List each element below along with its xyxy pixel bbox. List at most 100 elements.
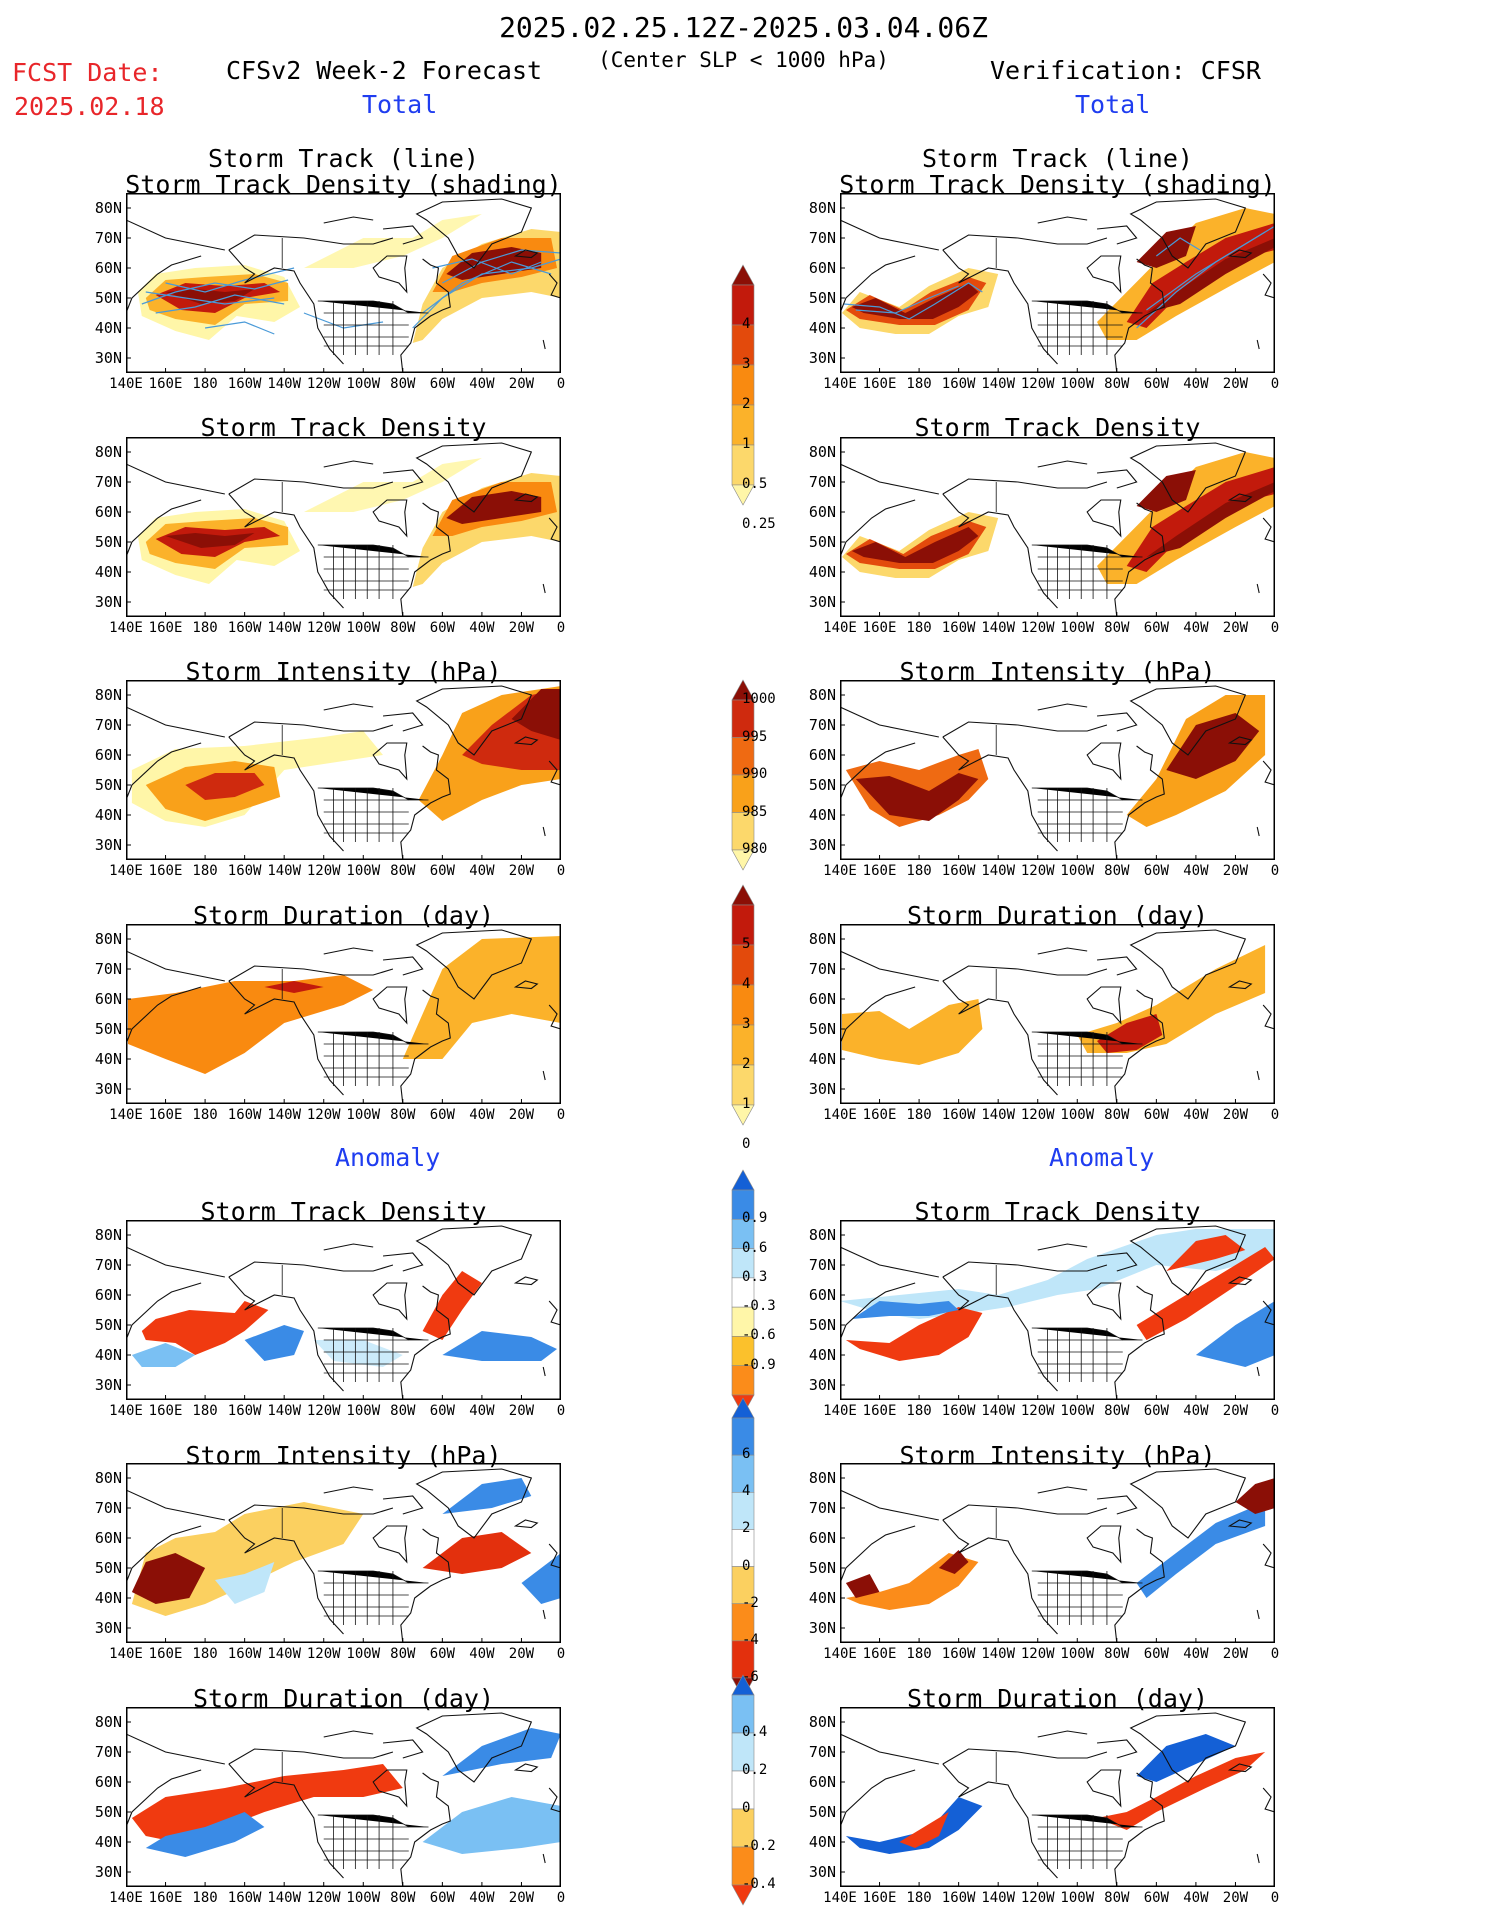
shaded-region bbox=[422, 1797, 561, 1854]
colorbar-label: -0.3 bbox=[742, 1298, 776, 1315]
coastline bbox=[126, 685, 561, 860]
colorbar-triangle bbox=[731, 1674, 755, 1696]
lon-tick-label: 160W bbox=[941, 1646, 976, 1662]
forecast-map bbox=[126, 924, 561, 1104]
lon-tick-label: 40W bbox=[1183, 863, 1209, 879]
shaded-region bbox=[845, 1797, 983, 1854]
lat-tick-label: 30N bbox=[808, 1080, 836, 1098]
shaded-region bbox=[165, 289, 255, 304]
shaded-region bbox=[304, 458, 482, 512]
lon-tick-label: 80W bbox=[390, 1403, 416, 1419]
lon-tick-label: 0 bbox=[556, 1403, 566, 1419]
lat-tick-label: 40N bbox=[94, 563, 122, 581]
verification-map bbox=[840, 1220, 1275, 1400]
lon-tick-label: 40W bbox=[469, 1403, 495, 1419]
shaded-region bbox=[442, 1728, 561, 1776]
lat-tick-label: 30N bbox=[808, 836, 836, 854]
lon-tick-label: 0 bbox=[556, 1890, 566, 1906]
lon-tick-label: 60W bbox=[429, 1890, 455, 1906]
lon-tick-label: 100W bbox=[346, 1403, 381, 1419]
lon-tick-label: 20W bbox=[1222, 863, 1249, 879]
lon-tick-label: 180 bbox=[906, 376, 932, 392]
lat-tick-label: 50N bbox=[808, 1020, 836, 1038]
colorbar-label: 0 bbox=[742, 1136, 751, 1152]
lon-tick-label: 0 bbox=[1270, 1646, 1280, 1662]
lon-tick-label: 40W bbox=[469, 376, 495, 392]
lon-tick-label: 80W bbox=[1104, 863, 1130, 879]
lon-tick-label: 140E bbox=[823, 376, 857, 392]
shaded-region bbox=[851, 283, 979, 319]
colorbar-label: 4 bbox=[742, 316, 751, 332]
lat-tick-label: 40N bbox=[808, 1346, 836, 1364]
colorbar-label: 5 bbox=[742, 936, 751, 952]
lat-tick-label: 80N bbox=[808, 1226, 836, 1244]
lon-tick-label: 20W bbox=[1222, 1107, 1249, 1123]
lon-tick-label: 60W bbox=[1143, 1107, 1169, 1123]
lon-tick-label: 100W bbox=[1060, 1403, 1095, 1419]
shaded-region bbox=[1195, 1301, 1275, 1367]
lat-tick-label: 70N bbox=[808, 1743, 836, 1761]
lat-tick-label: 30N bbox=[808, 1863, 836, 1881]
lon-tick-label: 0 bbox=[556, 376, 566, 392]
lon-tick-label: 140E bbox=[823, 1107, 857, 1123]
lon-tick-label: 180 bbox=[906, 863, 932, 879]
verification-map bbox=[840, 1707, 1275, 1887]
lon-tick-label: 160E bbox=[148, 1107, 183, 1123]
lon-tick-label: 160W bbox=[227, 376, 262, 392]
shaded-region bbox=[422, 1532, 532, 1574]
lon-tick-label: 140E bbox=[109, 863, 143, 879]
lat-tick-label: 50N bbox=[94, 776, 122, 794]
coastline bbox=[840, 1712, 1275, 1887]
lon-tick-label: 140E bbox=[109, 1890, 143, 1906]
panel-title: Storm Track (line) bbox=[922, 144, 1193, 173]
coastline bbox=[840, 442, 1275, 617]
panel-title: Storm Track Density bbox=[200, 1197, 487, 1226]
shaded-region bbox=[1136, 1502, 1266, 1598]
lat-tick-label: 60N bbox=[808, 1286, 836, 1304]
lon-tick-label: 0 bbox=[1270, 1403, 1280, 1419]
lon-tick-label: 180 bbox=[906, 1107, 932, 1123]
lon-tick-label: 140W bbox=[981, 376, 1016, 392]
shaded-region bbox=[145, 1812, 265, 1857]
lat-tick-label: 60N bbox=[94, 746, 122, 764]
shaded-region bbox=[855, 773, 979, 821]
shaded-region bbox=[304, 214, 482, 268]
lon-tick-label: 140E bbox=[109, 620, 143, 636]
shaded-region bbox=[244, 1325, 304, 1361]
colorbar-triangle bbox=[731, 1397, 755, 1419]
lon-tick-label: 20W bbox=[1222, 1890, 1249, 1906]
lat-tick-label: 70N bbox=[94, 960, 122, 978]
forecast-map bbox=[126, 1220, 561, 1400]
shaded-region bbox=[442, 1478, 532, 1514]
lat-tick-label: 50N bbox=[94, 533, 122, 551]
lon-tick-label: 120W bbox=[306, 1403, 341, 1419]
shaded-region bbox=[165, 533, 255, 548]
lon-tick-label: 160W bbox=[227, 1403, 262, 1419]
shaded-region bbox=[131, 1764, 403, 1842]
lat-tick-label: 60N bbox=[94, 259, 122, 277]
lon-tick-label: 40W bbox=[1183, 1646, 1209, 1662]
lat-tick-label: 80N bbox=[94, 1226, 122, 1244]
lat-tick-label: 70N bbox=[808, 1499, 836, 1517]
shaded-region bbox=[422, 1271, 482, 1340]
shaded-region bbox=[851, 527, 979, 563]
lon-tick-label: 160W bbox=[941, 1890, 976, 1906]
lat-tick-label: 40N bbox=[94, 1589, 122, 1607]
lon-tick-label: 160E bbox=[148, 1403, 183, 1419]
lon-tick-label: 160W bbox=[227, 1107, 262, 1123]
lat-tick-label: 40N bbox=[94, 1050, 122, 1068]
colorbar-triangle bbox=[731, 1104, 755, 1126]
lon-tick-label: 160E bbox=[862, 376, 897, 392]
lat-tick-label: 70N bbox=[94, 1743, 122, 1761]
lon-tick-label: 160E bbox=[148, 620, 183, 636]
panel-title: Storm Track Density (shading) bbox=[839, 170, 1276, 199]
lon-tick-label: 0 bbox=[556, 863, 566, 879]
colorbar-label: 0.3 bbox=[742, 1268, 768, 1285]
lon-tick-label: 140E bbox=[823, 620, 857, 636]
lat-tick-label: 70N bbox=[94, 1256, 122, 1274]
lon-tick-label: 120W bbox=[1020, 620, 1055, 636]
lon-tick-label: 120W bbox=[306, 863, 341, 879]
colorbar-triangle bbox=[731, 484, 755, 506]
lat-tick-label: 70N bbox=[94, 473, 122, 491]
lon-tick-label: 100W bbox=[346, 863, 381, 879]
